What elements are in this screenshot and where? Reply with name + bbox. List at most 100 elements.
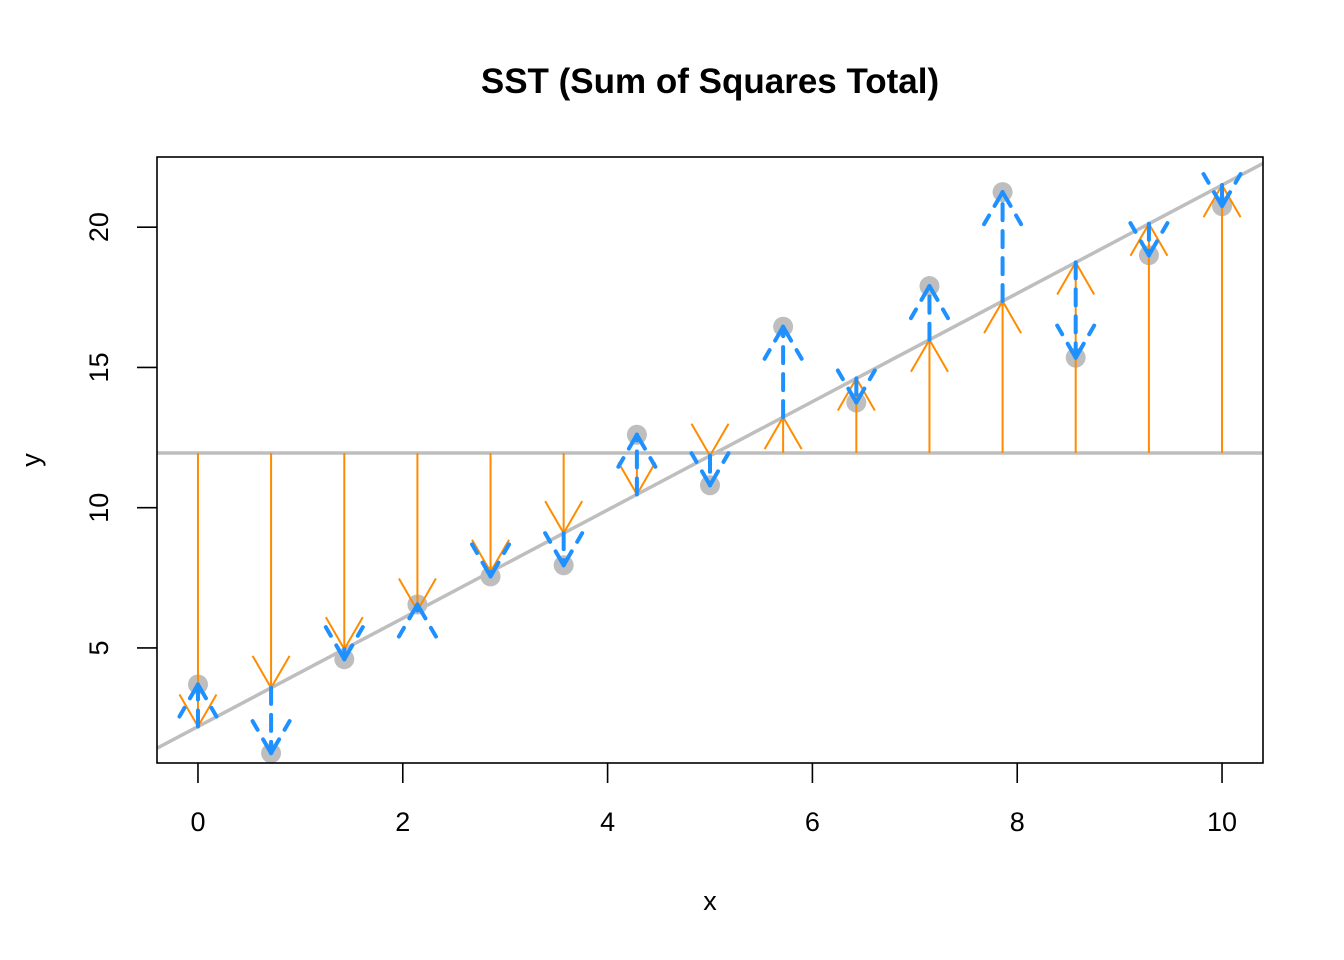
explained-arrow-9-head-2 bbox=[763, 416, 784, 450]
residual-arrow-12 bbox=[982, 190, 1024, 304]
residual-arrow-15 bbox=[1201, 172, 1243, 209]
explained-arrow-4 bbox=[398, 452, 437, 611]
residual-arrow-14-head-1 bbox=[1128, 221, 1151, 258]
residual-arrow-10 bbox=[835, 368, 877, 405]
explained-arrow-13-head-1 bbox=[1074, 261, 1096, 295]
residual-arrow-6 bbox=[543, 531, 585, 568]
residual-arrow-14-head-2 bbox=[1146, 221, 1170, 258]
x-tick-label-2: 2 bbox=[395, 807, 410, 837]
y-axis-title: y bbox=[16, 453, 46, 467]
residual-arrow-9-head-1 bbox=[781, 324, 804, 361]
explained-arrow-7-head-2 bbox=[636, 461, 657, 495]
residual-arrow-11 bbox=[908, 284, 950, 342]
residual-arrow-2-head-2 bbox=[269, 719, 292, 756]
explained-arrow-15-head-2 bbox=[1202, 184, 1223, 218]
x-tick-label-8: 8 bbox=[1010, 807, 1025, 837]
residual-arrow-6-head-1 bbox=[543, 531, 566, 568]
explained-arrow-12 bbox=[983, 300, 1022, 453]
explained-arrow-11 bbox=[910, 339, 949, 453]
residual-arrow-3 bbox=[323, 625, 365, 662]
plot-area bbox=[157, 161, 1263, 763]
residual-arrow-15-head-2 bbox=[1220, 172, 1243, 209]
explained-arrow-11-head-1 bbox=[928, 339, 949, 373]
explained-arrow-6-head-2 bbox=[562, 500, 584, 534]
explained-arrow-13-head-2 bbox=[1056, 261, 1077, 295]
residual-arrow-5-head-2 bbox=[488, 542, 512, 579]
explained-arrow-5-head-2 bbox=[489, 539, 510, 573]
y-tick-label-20: 20 bbox=[84, 212, 114, 242]
residual-arrow-5-head-1 bbox=[470, 542, 493, 579]
explained-arrow-3 bbox=[324, 452, 364, 650]
x-axis-title: x bbox=[703, 886, 717, 916]
residual-arrow-8 bbox=[689, 451, 731, 488]
y-tick-label-15: 15 bbox=[84, 352, 114, 382]
explained-arrow-8-head-1 bbox=[690, 423, 711, 457]
x-tick-label-4: 4 bbox=[600, 807, 615, 837]
residual-arrow-4-head-1 bbox=[415, 602, 438, 639]
residual-arrow-8-head-1 bbox=[689, 451, 712, 488]
explained-arrow-15-head-1 bbox=[1221, 184, 1242, 218]
plot-frame bbox=[156, 156, 1264, 764]
residual-arrow-9-head-2 bbox=[762, 324, 786, 361]
explained-arrow-1-head-2 bbox=[197, 693, 218, 728]
residual-arrow-1-head-2 bbox=[177, 682, 200, 719]
explained-arrow-10-head-1 bbox=[855, 377, 876, 411]
residual-arrow-14 bbox=[1128, 221, 1170, 258]
explained-arrow-10-head-2 bbox=[836, 377, 858, 411]
explained-arrow-12-head-2 bbox=[983, 300, 1004, 334]
explained-arrow-4-head-2 bbox=[416, 577, 437, 611]
residual-arrow-10-head-1 bbox=[835, 368, 859, 405]
explained-arrow-9-head-1 bbox=[782, 416, 803, 450]
residual-arrow-10-head-2 bbox=[854, 368, 877, 405]
explained-arrow-15 bbox=[1202, 184, 1242, 453]
residual-arrow-12-head-1 bbox=[1000, 190, 1024, 227]
residual-arrow-2-head-1 bbox=[250, 719, 274, 756]
residual-arrow-11-head-2 bbox=[908, 284, 932, 321]
x-tick-label-0: 0 bbox=[190, 807, 205, 837]
explained-arrow-2 bbox=[251, 452, 291, 689]
y-tick-label-10: 10 bbox=[84, 493, 114, 523]
x-tick-label-10: 10 bbox=[1207, 807, 1237, 837]
explained-arrow-7-head-1 bbox=[617, 461, 638, 495]
explained-arrow-8 bbox=[690, 423, 730, 457]
y-tick-label-5: 5 bbox=[84, 640, 114, 655]
explained-arrow-3-head-2 bbox=[343, 616, 364, 650]
explained-arrow-14 bbox=[1129, 223, 1169, 453]
explained-arrow-9 bbox=[763, 416, 803, 453]
explained-arrow-2-head-2 bbox=[270, 655, 291, 689]
residual-arrow-4-head-2 bbox=[396, 602, 420, 639]
residual-arrow-11-head-1 bbox=[927, 284, 950, 321]
explained-arrow-4-head-1 bbox=[398, 577, 419, 611]
explained-arrow-8-head-2 bbox=[709, 423, 730, 457]
explained-arrow-11-head-2 bbox=[910, 339, 931, 373]
explained-arrow-5 bbox=[471, 452, 510, 573]
axes: 0 2 4 6 8 10 5 10 15 20 bbox=[84, 212, 1237, 837]
residual-arrow-9 bbox=[762, 324, 804, 420]
explained-arrow-14-head-2 bbox=[1129, 223, 1150, 257]
explained-arrow-6-head-1 bbox=[544, 500, 565, 534]
residual-arrow-7-head-1 bbox=[634, 432, 658, 469]
residual-arrow-8-head-2 bbox=[708, 451, 731, 488]
explained-arrow-1 bbox=[178, 452, 218, 728]
residual-arrow-6-head-2 bbox=[561, 531, 585, 568]
residual-arrow-3-head-2 bbox=[342, 625, 365, 662]
explained-arrow-12-head-1 bbox=[1001, 300, 1022, 334]
explained-arrow-14-head-1 bbox=[1148, 223, 1169, 257]
explained-arrow-1-head-1 bbox=[178, 693, 199, 728]
explained-arrow-6 bbox=[544, 452, 584, 534]
explained-arrow-2-head-1 bbox=[251, 655, 272, 689]
residual-arrow-13-head-2 bbox=[1073, 323, 1097, 360]
residual-arrow-1 bbox=[177, 682, 219, 729]
x-tick-label-6: 6 bbox=[805, 807, 820, 837]
residual-arrow-2 bbox=[250, 685, 292, 756]
residual-arrow-7 bbox=[616, 432, 658, 497]
residual-arrow-13-head-1 bbox=[1055, 323, 1078, 360]
residual-arrow-3-head-1 bbox=[323, 625, 347, 662]
residual-arrow-4 bbox=[396, 602, 438, 639]
residual-arrow-1-head-1 bbox=[195, 682, 219, 719]
explained-arrow-5-head-1 bbox=[471, 539, 492, 573]
residual-arrow-5 bbox=[470, 542, 512, 579]
chart-title: SST (Sum of Squares Total) bbox=[481, 62, 939, 101]
explained-arrow-3-head-1 bbox=[324, 616, 346, 650]
